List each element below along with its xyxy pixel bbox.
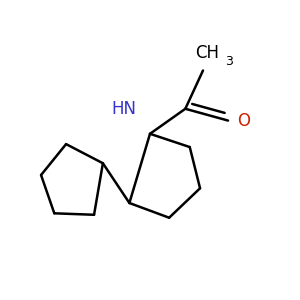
Text: HN: HN [112,100,137,118]
Text: O: O [237,112,250,130]
Text: 3: 3 [225,55,233,68]
Text: CH: CH [195,44,219,62]
